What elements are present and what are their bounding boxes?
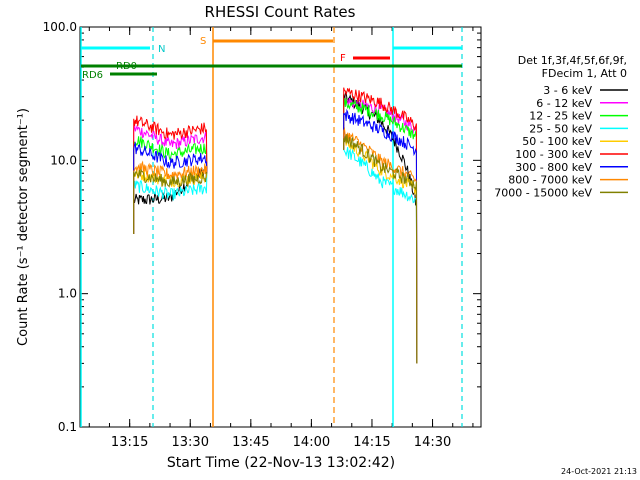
x-axis-label: Start Time (22-Nov-13 13:02:42): [167, 455, 395, 471]
plot-frame: [79, 26, 482, 428]
chart-title: RHESSI Count Rates: [205, 3, 356, 21]
legend-entry-label: 7000 - 15000 keV: [494, 186, 592, 199]
series-line: [133, 168, 208, 234]
series-line: [343, 97, 418, 364]
series-line: [133, 173, 208, 234]
legend-entry-label: 300 - 800 keV: [515, 161, 592, 174]
y-tick-label: 100.0: [43, 20, 77, 34]
series-line: [343, 147, 418, 364]
y-tick-label: 10.0: [50, 153, 77, 167]
series-line: [343, 108, 418, 364]
legend-entry-label: 50 - 100 keV: [522, 135, 592, 148]
legend-entry-label: 12 - 25 keV: [529, 110, 592, 123]
series-line: [133, 115, 208, 234]
legend: Det 1f,3f,4f,5f,6f,9f, FDecim 1, Att 0 3…: [494, 54, 628, 199]
x-tick-label: 13:45: [232, 435, 269, 450]
series-line: [343, 134, 418, 364]
series-line: [343, 87, 418, 364]
y-ticks: 0.1 1.0 10.0 100.0: [43, 20, 481, 434]
plot-lines: [133, 87, 418, 364]
series-line: [133, 124, 208, 234]
cyan-bar-label: N: [158, 44, 165, 55]
legend-entry-label: 3 - 6 keV: [543, 84, 592, 97]
x-tick-label: 14:30: [414, 435, 451, 450]
y-tick-label: 1.0: [58, 287, 77, 301]
x-tick-label: 14:00: [293, 435, 330, 450]
f-label: F: [340, 53, 346, 64]
x-tick-label: 14:15: [353, 435, 390, 450]
x-tick-label: 13:15: [111, 435, 148, 450]
legend-entry-label: 6 - 12 keV: [536, 97, 592, 110]
legend-entry-label: 25 - 50 keV: [529, 122, 592, 135]
legend-entry-label: 800 - 7000 keV: [508, 174, 592, 187]
series-line: [343, 97, 418, 364]
rd6-label: RD6: [82, 70, 103, 81]
annotations: N S F RD0 RD6: [80, 27, 463, 427]
x-ticks: 13:15 13:30 13:45 14:00 14:15 14:30: [88, 27, 474, 450]
series-line: [343, 91, 418, 364]
legend-header-1: Det 1f,3f,4f,5f,6f,9f,: [518, 54, 627, 67]
footer-timestamp: 24-Oct-2021 21:13: [561, 467, 637, 476]
legend-entry-label: 100 - 300 keV: [515, 148, 592, 161]
rd0-label: RD0: [116, 61, 137, 72]
y-axis-label: Count Rate (s⁻¹ detector segment⁻¹): [16, 108, 31, 346]
s-label: S: [200, 36, 206, 47]
series-line: [133, 141, 208, 234]
series-line: [133, 136, 208, 234]
legend-header-2: FDecim 1, Att 0: [542, 67, 627, 80]
x-tick-label: 13:30: [172, 435, 209, 450]
y-tick-label: 0.1: [58, 420, 77, 434]
series-line: [133, 160, 208, 234]
